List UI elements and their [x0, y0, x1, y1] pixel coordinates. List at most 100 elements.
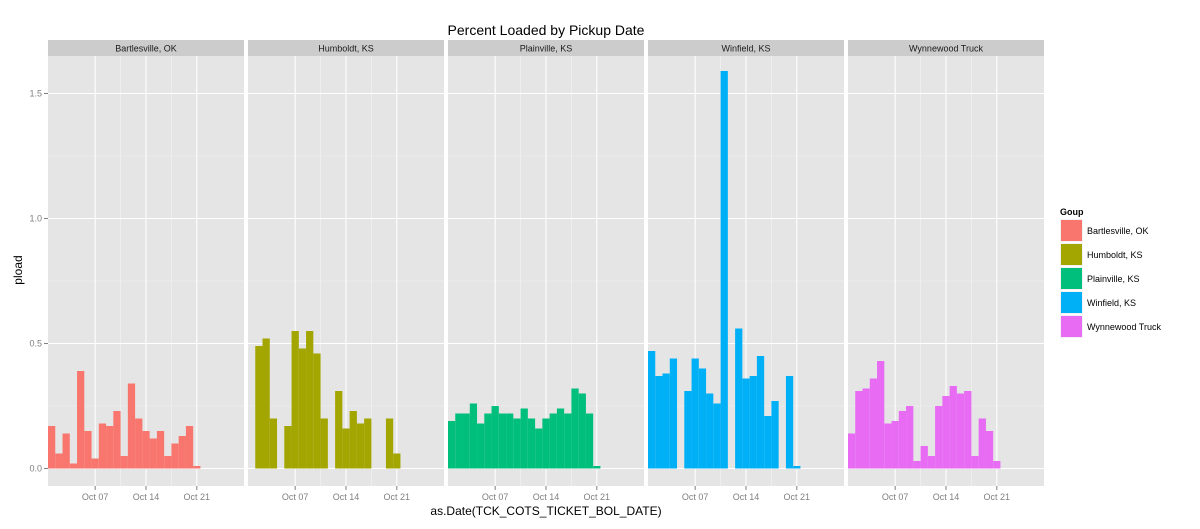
- x-tick-label: Oct 07: [882, 492, 909, 502]
- bar: [884, 423, 892, 469]
- bar: [164, 456, 172, 469]
- bar: [385, 418, 394, 469]
- legend-label: Wynnewood Truck: [1087, 322, 1161, 332]
- bar: [62, 433, 70, 469]
- bar: [935, 406, 943, 469]
- bar: [469, 403, 478, 469]
- bar: [291, 331, 299, 469]
- bar: [585, 413, 594, 469]
- bar: [942, 396, 950, 469]
- bar: [178, 436, 186, 469]
- x-tick-label: Oct 14: [133, 492, 160, 502]
- y-tick-label: 0.5: [29, 339, 42, 349]
- bar: [535, 428, 543, 469]
- x-tick-label: Oct 21: [584, 492, 611, 502]
- y-axis: 0.0 0.5 1.0 1.5: [29, 89, 48, 474]
- bar: [571, 388, 579, 469]
- bar: [484, 413, 492, 469]
- x-tick-label: Oct 14: [733, 492, 760, 502]
- bar: [735, 328, 743, 469]
- bar: [855, 391, 863, 469]
- bar: [48, 426, 56, 469]
- bar: [55, 453, 63, 469]
- facet-plainville-ks: Plainville, KS Oct 07 Oct 14 Oct 21: [448, 40, 644, 502]
- bar: [313, 353, 321, 469]
- bar: [462, 413, 470, 469]
- bar: [520, 408, 528, 469]
- legend-key-wynnewood-truck: [1061, 316, 1082, 337]
- bar: [98, 423, 107, 469]
- facet-strip-label: Bartlesville, OK: [115, 44, 177, 54]
- bar: [971, 456, 979, 469]
- bar: [498, 413, 507, 469]
- legend-label: Plainville, KS: [1087, 274, 1140, 284]
- bar: [171, 443, 179, 469]
- bar: [306, 331, 314, 469]
- bar: [77, 371, 85, 469]
- bar: [698, 368, 707, 469]
- legend-key-bartlesville-ok: [1061, 220, 1082, 241]
- bar: [255, 346, 263, 469]
- bar: [356, 423, 365, 469]
- bar: [662, 373, 670, 469]
- bar: [913, 461, 921, 469]
- bar: [455, 413, 463, 469]
- bar: [949, 386, 957, 469]
- bar: [978, 418, 986, 469]
- bar: [906, 406, 914, 469]
- legend-label: Bartlesville, OK: [1087, 226, 1149, 236]
- x-tick-label: Oct 14: [333, 492, 360, 502]
- bar: [648, 351, 656, 469]
- legend-label: Humboldt, KS: [1087, 250, 1143, 260]
- x-tick-label: Oct 14: [533, 492, 560, 502]
- bar: [684, 391, 692, 469]
- bar: [149, 438, 157, 469]
- bar: [956, 393, 965, 469]
- y-tick-label: 1.0: [29, 214, 42, 224]
- facet-strip-label: Plainville, KS: [520, 44, 573, 54]
- legend: Goup Bartlesville, OK Humboldt, KS Plainvi…: [1060, 207, 1161, 338]
- bar: [113, 411, 121, 469]
- bar: [135, 418, 143, 469]
- bar: [342, 428, 350, 469]
- bar: [320, 418, 328, 469]
- x-tick-label: Oct 14: [933, 492, 960, 502]
- bar: [749, 376, 757, 469]
- x-tick-label: Oct 07: [482, 492, 509, 502]
- bar: [927, 456, 936, 469]
- bar: [993, 461, 1001, 469]
- bar: [793, 466, 801, 469]
- chart-title: Percent Loaded by Pickup Date: [448, 22, 645, 38]
- x-tick-label: Oct 07: [282, 492, 309, 502]
- bar: [542, 418, 550, 469]
- bar: [120, 456, 128, 469]
- facet-strip: [448, 40, 644, 56]
- legend-label: Winfield, KS: [1087, 298, 1136, 308]
- x-axis-title: as.Date(TCK_COTS_TICKET_BOL_DATE): [430, 504, 661, 518]
- bar: [477, 423, 485, 469]
- bar: [127, 383, 136, 469]
- bar: [527, 418, 536, 469]
- bar: [898, 411, 907, 469]
- bar: [349, 411, 357, 469]
- facet-strip-label: Humboldt, KS: [318, 44, 374, 54]
- facet-strip: [648, 40, 844, 56]
- facet-strip: [48, 40, 244, 56]
- bar: [91, 458, 99, 469]
- bar: [985, 431, 994, 469]
- bar: [284, 426, 292, 469]
- facet-humboldt-ks: Humboldt, KS Oct 07 Oct 14 Oct 21: [248, 40, 444, 502]
- facet-strip-label: Winfield, KS: [721, 44, 770, 54]
- legend-key-humboldt-ks: [1061, 244, 1082, 265]
- bar: [262, 338, 270, 469]
- facet-wynnewood-truck: Wynnewood Truck Oct 07 Oct 14 Oct 21: [848, 40, 1044, 502]
- bar: [335, 391, 343, 469]
- bar: [269, 418, 278, 469]
- bar: [713, 403, 721, 469]
- legend-title: Goup: [1060, 207, 1084, 217]
- facet-bartlesville-ok: Bartlesville, OK Oct 07 Oct 14 Oct 21: [48, 40, 244, 502]
- bar: [549, 413, 557, 469]
- bar: [506, 413, 514, 469]
- x-tick-label: Oct 21: [384, 492, 411, 502]
